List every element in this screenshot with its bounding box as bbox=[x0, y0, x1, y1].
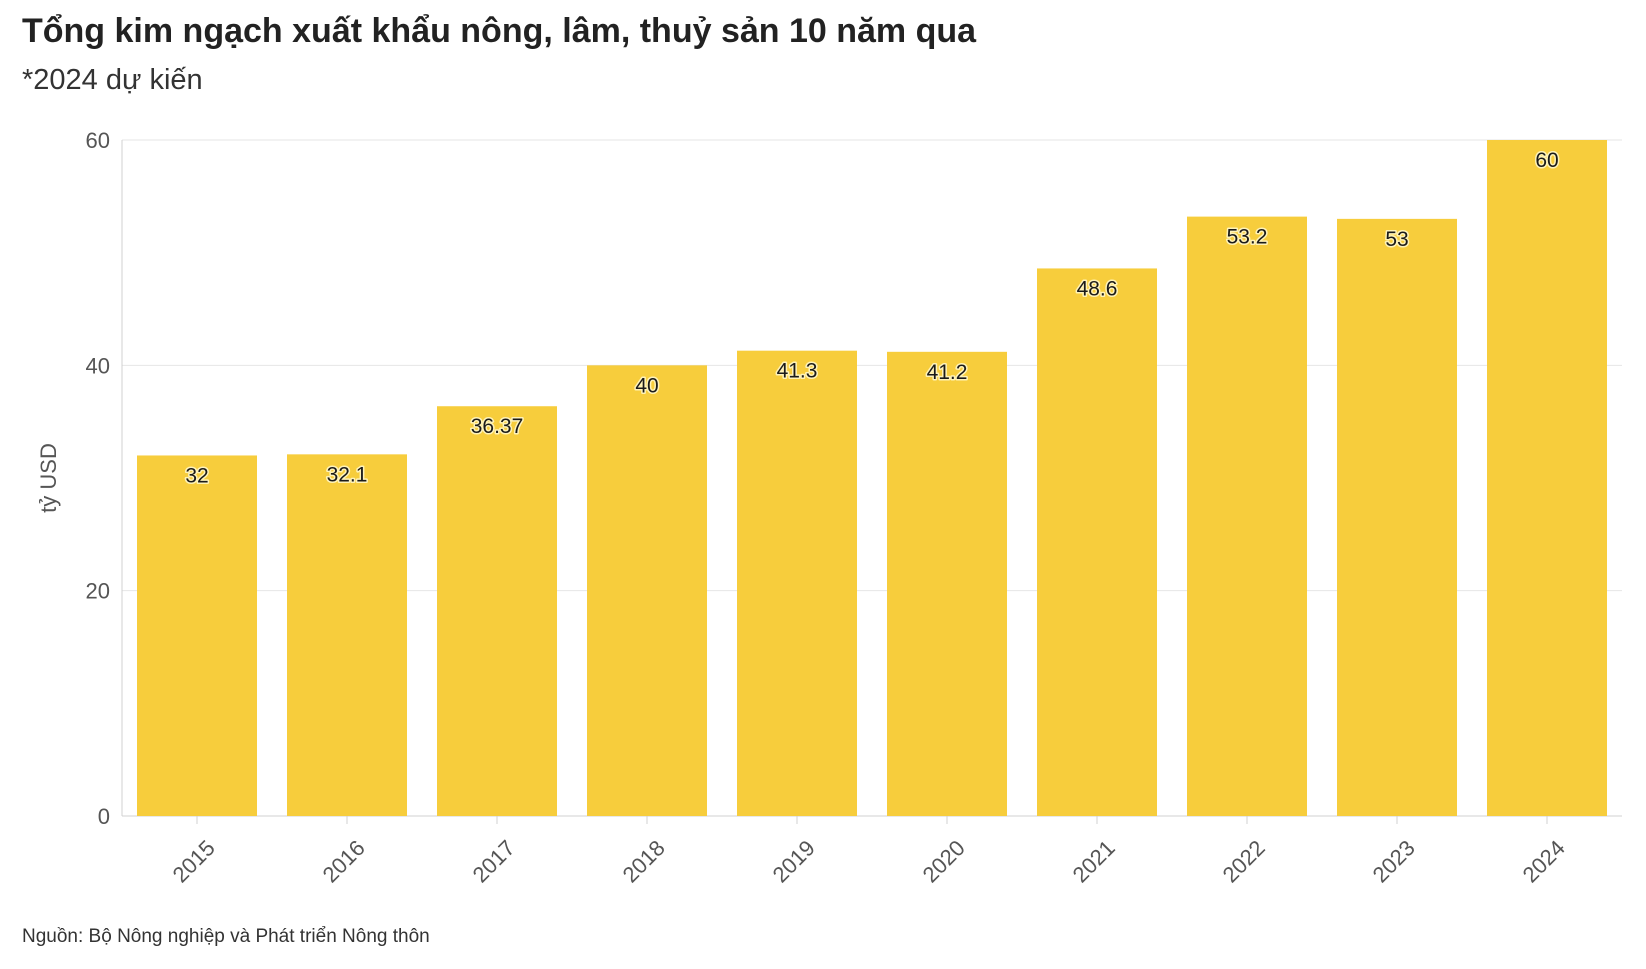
x-tick-label-2020: 2020 bbox=[918, 835, 970, 887]
data-label-2018: 40 bbox=[635, 374, 658, 397]
y-tick-label: 20 bbox=[86, 579, 110, 604]
bar-2022 bbox=[1187, 216, 1307, 816]
y-axis-ticks: 0 20 40 60 bbox=[86, 128, 110, 829]
y-tick-label: 40 bbox=[86, 353, 110, 378]
data-label-2021: 48.6 bbox=[1077, 277, 1118, 300]
data-label-2019: 41.3 bbox=[777, 360, 818, 383]
bars bbox=[137, 140, 1607, 816]
bar-2021 bbox=[1037, 268, 1157, 816]
x-tick-label-2016: 2016 bbox=[318, 835, 370, 887]
data-label-2024: 60 bbox=[1535, 149, 1558, 172]
x-tick-label-2021: 2021 bbox=[1068, 835, 1120, 887]
x-axis-ticks: 2015 2016 2017 2018 2019 2020 2021 2022 2023 2024 bbox=[168, 816, 1570, 887]
bar-2018 bbox=[587, 365, 707, 816]
bar-2020 bbox=[887, 351, 1007, 816]
source-note: Nguồn: Bộ Nông nghiệp và Phát triển Nông… bbox=[22, 926, 430, 947]
data-label-2023: 53 bbox=[1385, 228, 1408, 251]
x-tick-label-2024: 2024 bbox=[1518, 835, 1570, 887]
data-label-2020: 41.2 bbox=[927, 361, 968, 384]
bar-2023 bbox=[1337, 218, 1457, 816]
x-tick-label-2023: 2023 bbox=[1368, 835, 1420, 887]
bar-2024 bbox=[1487, 140, 1607, 816]
chart-subtitle: *2024 dự kiến bbox=[22, 64, 203, 96]
bar-2015 bbox=[137, 455, 257, 816]
data-label-2015: 32 bbox=[185, 464, 208, 487]
x-tick-label-2019: 2019 bbox=[768, 835, 820, 887]
x-tick-label-2018: 2018 bbox=[618, 835, 670, 887]
bar-2017 bbox=[437, 406, 557, 816]
bar-2019 bbox=[737, 350, 857, 816]
data-labels: 32 32.1 36.37 40 41.3 41.2 48.6 53.2 53 60 bbox=[184, 148, 1560, 489]
y-axis-label: tỷ USD bbox=[36, 443, 61, 513]
y-tick-label: 60 bbox=[86, 128, 110, 153]
x-tick-label-2022: 2022 bbox=[1218, 835, 1270, 887]
data-label-2017: 36.37 bbox=[471, 415, 524, 438]
y-tick-label: 0 bbox=[98, 804, 110, 829]
bar-2016 bbox=[287, 454, 407, 816]
x-tick-label-2015: 2015 bbox=[168, 835, 220, 887]
x-tick-label-2017: 2017 bbox=[468, 835, 520, 887]
data-label-2016: 32.1 bbox=[327, 463, 368, 486]
chart-title: Tổng kim ngạch xuất khẩu nông, lâm, thuỷ… bbox=[22, 12, 977, 50]
data-label-2022: 53.2 bbox=[1227, 226, 1268, 249]
